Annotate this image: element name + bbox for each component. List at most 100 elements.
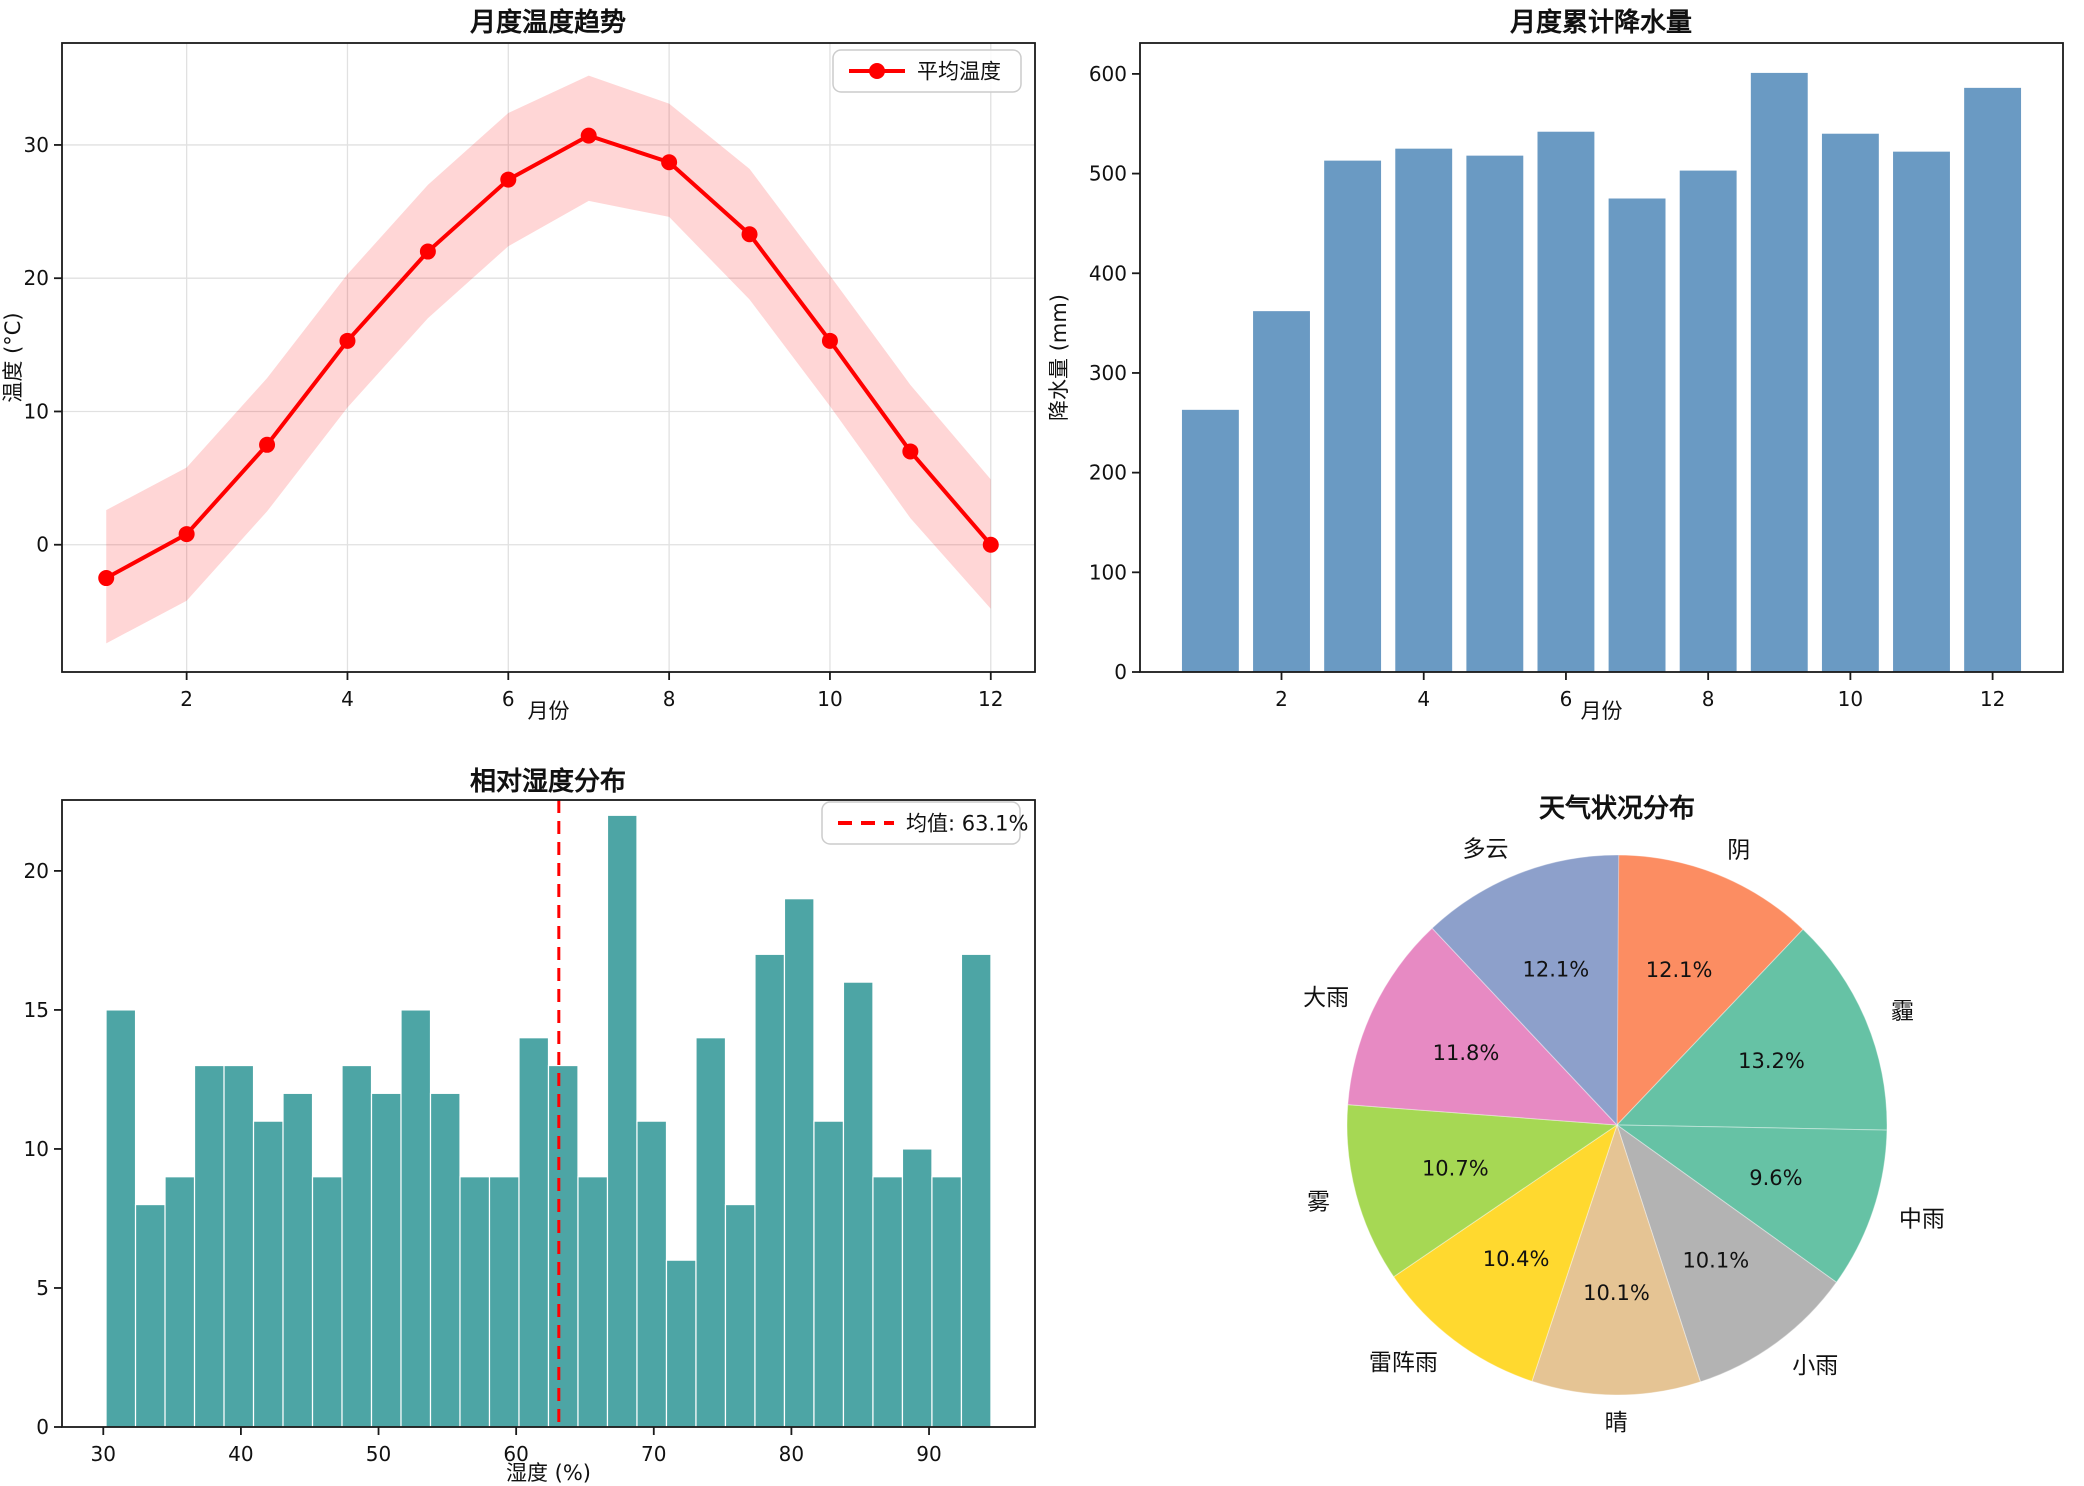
tick-label: 6 — [1560, 687, 1573, 711]
tick-label: 200 — [1089, 461, 1127, 485]
tick-label: 2 — [180, 687, 193, 711]
histogram-bin — [252, 1120, 284, 1428]
histogram-bin — [193, 1064, 225, 1428]
pie-labels: 阴 12.1% 霾 13.2% 中雨 9.6% 小雨 10.1% 晴 10.1% 雷阵雨 10.4% 雾… — [1303, 837, 1945, 1437]
histogram-bin — [429, 1092, 461, 1428]
precipitation-bars — [1181, 72, 2022, 673]
y-axis: 0 10 20 30 — [24, 133, 62, 557]
bar-month-2 — [1253, 311, 1310, 672]
pie-slice-中雨 — [1615, 1124, 1888, 1284]
histogram-bin — [134, 1203, 166, 1428]
chart-title: 天气状况分布 — [1539, 793, 1695, 824]
tick-label: 40 — [228, 1442, 253, 1466]
histogram-bin — [164, 1176, 196, 1428]
histogram-bin — [105, 1009, 137, 1428]
histogram-bin — [813, 1120, 845, 1428]
histogram-bin — [370, 1092, 402, 1428]
tick-label: 10 — [24, 399, 49, 423]
bar-month-3 — [1324, 160, 1382, 673]
y-axis-label: 温度 (°C) — [1, 312, 25, 402]
histogram-bin — [665, 1259, 697, 1428]
tick-label: 60 — [503, 1442, 528, 1466]
histogram-bin — [842, 981, 874, 1428]
data-point-marker — [419, 243, 436, 260]
bar-month-10 — [1821, 133, 1879, 673]
y-axis: 0 5 10 15 20 — [24, 859, 62, 1439]
histogram-bin — [223, 1064, 255, 1428]
histogram-bin — [606, 814, 638, 1428]
histogram-bin — [282, 1092, 314, 1428]
tick-label: 4 — [1417, 687, 1430, 711]
slice-label: 霾 — [1891, 999, 1914, 1025]
histogram-bin — [901, 1148, 933, 1428]
histogram-bin — [577, 1176, 609, 1428]
histogram-bin — [695, 1037, 727, 1428]
tick-label: 0 — [36, 1415, 49, 1439]
legend-label: 均值: 63.1% — [906, 811, 1028, 835]
legend-label: 平均温度 — [917, 59, 1001, 83]
data-point-marker — [580, 127, 597, 144]
pie-slice-晴 — [1531, 1123, 1702, 1396]
tick-label: 30 — [24, 133, 49, 157]
histogram-bin — [960, 953, 992, 1428]
bar-month-8 — [1679, 170, 1737, 672]
tick-label: 10 — [24, 1137, 49, 1161]
slice-percentage: 10.1% — [1583, 1281, 1650, 1305]
data-point-marker — [500, 171, 517, 188]
chart-title: 月度累计降水量 — [1509, 7, 1692, 38]
line-markers — [98, 127, 999, 587]
pie-slice-阴 — [1616, 854, 1804, 1127]
slice-label: 雷阵雨 — [1369, 1350, 1438, 1376]
slice-percentage: 10.4% — [1483, 1247, 1550, 1271]
histogram-bin — [341, 1064, 373, 1428]
histogram-bin — [400, 1009, 432, 1428]
bar-month-11 — [1893, 151, 1950, 672]
histogram-bin — [311, 1176, 343, 1428]
histogram-bin — [754, 953, 786, 1428]
pie-slice-多云 — [1431, 854, 1620, 1127]
plot-area: 30 40 50 60 70 80 90 0 5 10 15 20 湿度 (%) 均值: 63.1% — [24, 799, 1036, 1485]
slice-percentage: 13.2% — [1738, 1049, 1805, 1073]
tick-label: 0 — [36, 533, 49, 557]
legend-marker-sample — [869, 63, 885, 79]
weather-pie-chart: 阴 12.1% 霾 13.2% 中雨 9.6% 小雨 10.1% 晴 10.1% 雷阵雨 10.4% 雾… — [1303, 793, 1945, 1437]
tick-label: 15 — [24, 998, 49, 1022]
bar-month-7 — [1608, 198, 1666, 672]
slice-label: 多云 — [1463, 837, 1509, 863]
tick-label: 2 — [1275, 687, 1288, 711]
humidity-histogram-chart: 30 40 50 60 70 80 90 0 5 10 15 20 湿度 (%) 均值: 63.1% 相对… — [24, 766, 1036, 1485]
histogram-bin — [636, 1120, 668, 1428]
confidence-band — [106, 75, 991, 644]
tick-label: 0 — [1114, 660, 1127, 684]
data-point-marker — [902, 443, 919, 460]
data-point-marker — [98, 570, 115, 587]
pie-slice-雾 — [1346, 1104, 1619, 1278]
temperature-line — [105, 133, 993, 580]
histogram-bin — [872, 1176, 904, 1428]
x-axis: 30 40 50 60 70 80 90 — [91, 1427, 942, 1466]
data-point-marker — [661, 154, 678, 171]
slice-percentage: 9.6% — [1749, 1166, 1802, 1190]
tick-label: 6 — [502, 687, 515, 711]
tick-label: 90 — [916, 1442, 941, 1466]
bar-month-1 — [1181, 409, 1239, 672]
y-axis-label: 降水量 (mm) — [1047, 294, 1071, 421]
pie-slices — [1346, 854, 1888, 1396]
tick-label: 300 — [1089, 361, 1127, 385]
legend: 均值: 63.1% — [821, 801, 1028, 845]
data-point-marker — [821, 332, 838, 349]
axes-frame — [61, 42, 1036, 673]
legend: 平均温度 — [832, 49, 1022, 93]
bar-month-4 — [1395, 148, 1453, 672]
pie-slice-小雨 — [1616, 1123, 1838, 1383]
slice-label: 小雨 — [1792, 1353, 1838, 1379]
slice-label: 雾 — [1307, 1190, 1330, 1216]
tick-label: 4 — [341, 687, 354, 711]
grid — [62, 43, 1035, 672]
slice-percentage: 10.1% — [1682, 1248, 1749, 1272]
data-point-marker — [982, 536, 999, 553]
x-axis: 2 4 6 8 10 12 — [180, 672, 1003, 711]
precipitation-bar-chart: 2 4 6 8 10 12 0 100 200 300 400 500 600 月份 降水量 (mm) 月度… — [1047, 7, 2064, 723]
data-point-marker — [741, 226, 758, 243]
slice-percentage: 10.7% — [1422, 1157, 1489, 1181]
